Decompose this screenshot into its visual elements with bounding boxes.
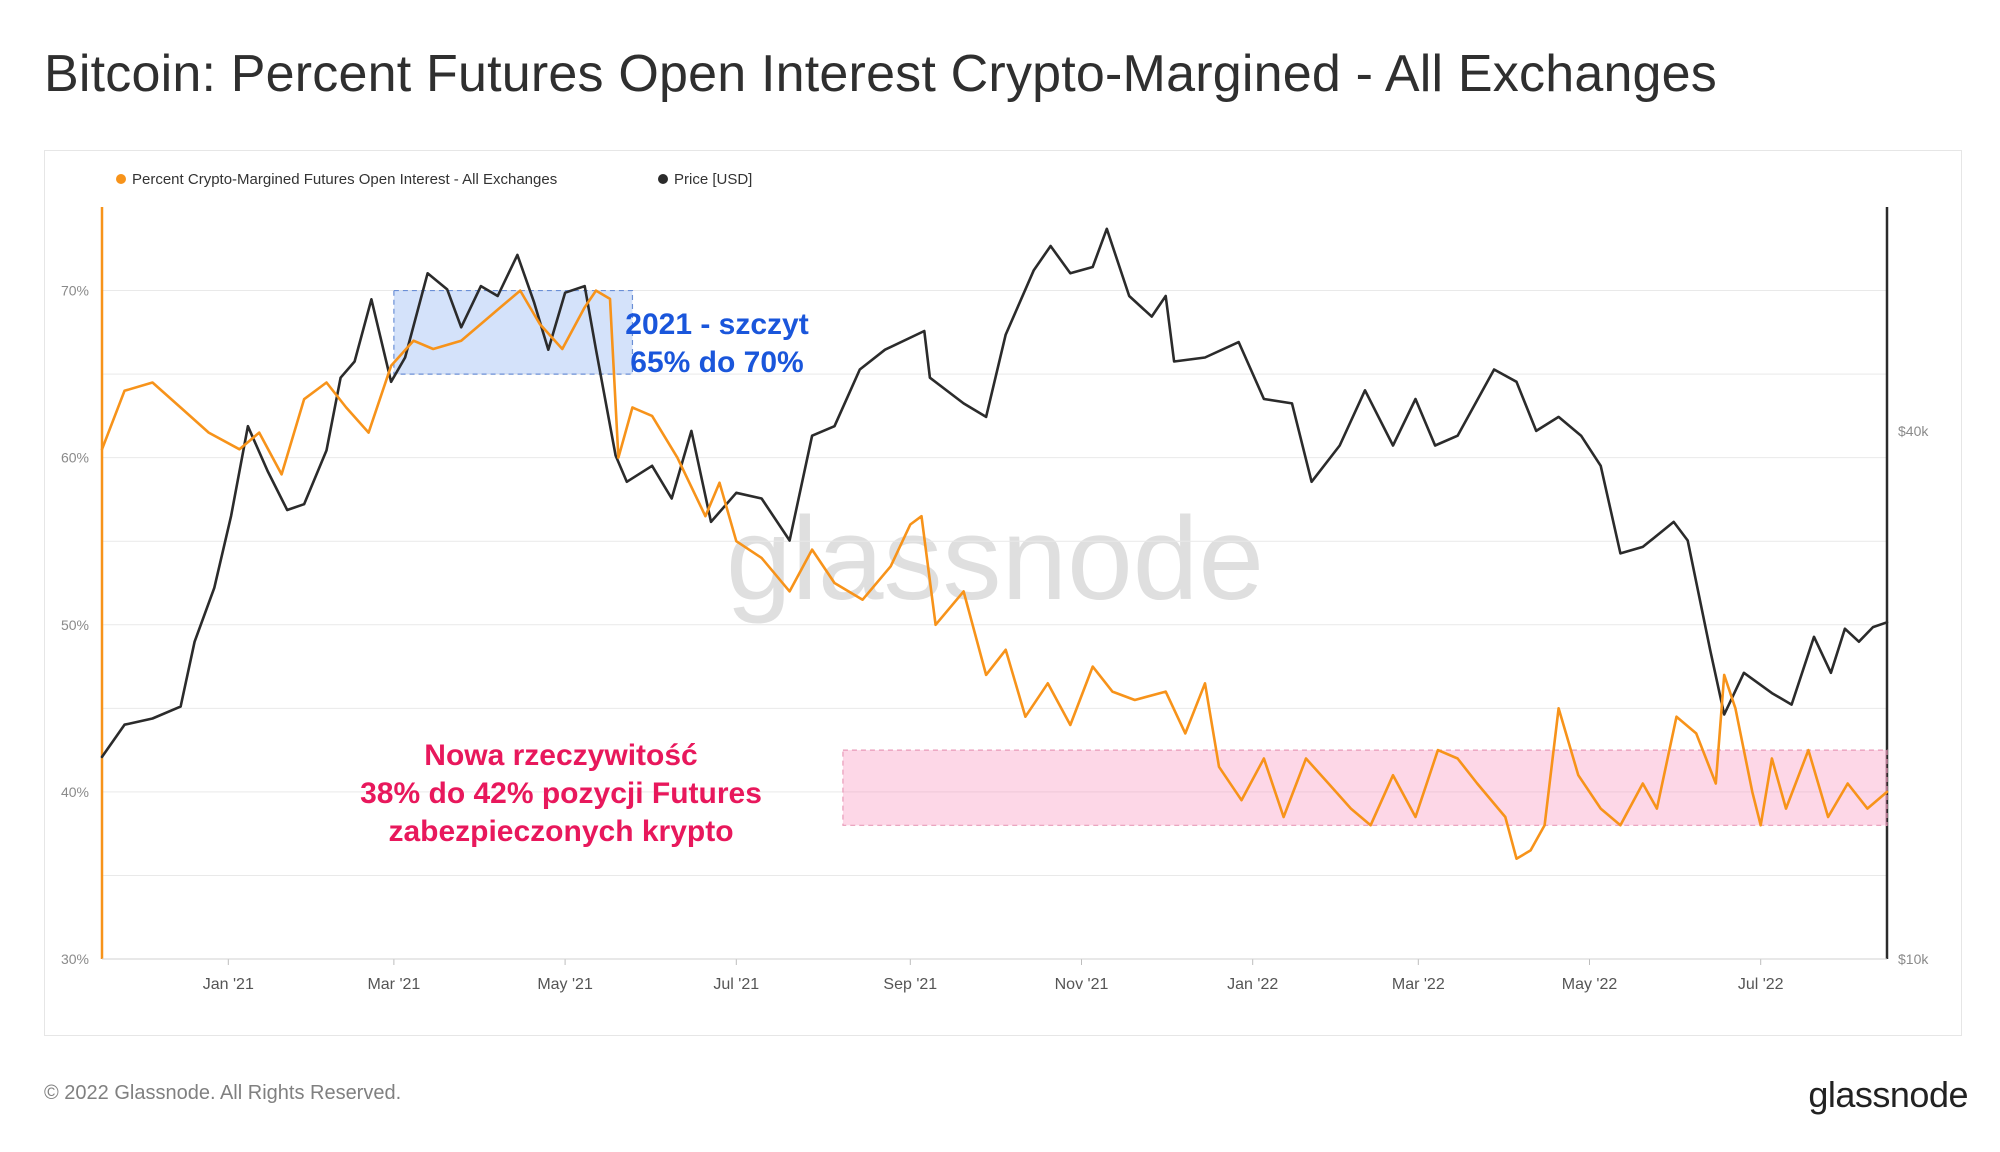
annotation-peak-text: 65% do 70%: [630, 346, 803, 379]
legend-label: Price [USD]: [674, 171, 752, 188]
y-left-tick-label: 50%: [61, 617, 89, 633]
y-left-tick-label: 70%: [61, 283, 89, 299]
y-left-tick-label: 40%: [61, 784, 89, 800]
x-tick-label: Jul '21: [713, 976, 759, 993]
legend-marker: [116, 174, 126, 184]
y-right-tick-label: $40k: [1898, 423, 1929, 439]
watermark-text: glassnode: [726, 493, 1264, 625]
x-tick-label: Sep '21: [883, 976, 937, 993]
annotation-peak-text: 2021 - szczyt: [625, 308, 808, 341]
annotation-box: [393, 289, 634, 375]
page-title: Bitcoin: Percent Futures Open Interest C…: [44, 45, 1717, 103]
x-tick-label: Nov '21: [1055, 976, 1109, 993]
copyright: © 2022 Glassnode. All Rights Reserved.: [44, 1082, 402, 1104]
brand-logo: glassnode: [1808, 1074, 1968, 1115]
legend-marker: [658, 174, 668, 184]
annotation-box: [842, 749, 1888, 826]
annotation-range-text: zabezpieczonych krypto: [388, 815, 733, 848]
series-line: [100, 227, 1889, 759]
y-left-tick-label: 60%: [61, 450, 89, 466]
y-left-tick-label: 30%: [61, 951, 89, 967]
x-tick-label: Mar '21: [367, 976, 420, 993]
annotation-range-text: 38% do 42% pozycji Futures: [360, 777, 762, 810]
x-tick-label: May '21: [537, 976, 593, 993]
x-tick-label: Mar '22: [1392, 976, 1445, 993]
y-right-tick-label: $10k: [1898, 951, 1929, 967]
chart: glassnode 30% 40% 50% 60% 70% $10k $40k Jan '21 M…: [61, 171, 1929, 993]
series-line: [100, 289, 1889, 860]
annotation-range-text: Nowa rzeczywitość: [424, 739, 697, 772]
x-tick-label: Jul '22: [1738, 976, 1784, 993]
legend-label: Percent Crypto-Margined Futures Open Int…: [132, 171, 557, 188]
x-tick-label: Jan '22: [1227, 976, 1278, 993]
chart-panel: glassnode 30% 40% 50% 60% 70% $10k $40k Jan '21 M…: [44, 150, 1962, 1036]
x-tick-label: May '22: [1562, 976, 1618, 993]
x-tick-label: Jan '21: [203, 976, 254, 993]
